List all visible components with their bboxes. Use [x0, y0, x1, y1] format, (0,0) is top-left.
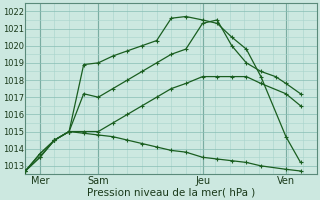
X-axis label: Pression niveau de la mer( hPa ): Pression niveau de la mer( hPa ): [87, 187, 255, 197]
